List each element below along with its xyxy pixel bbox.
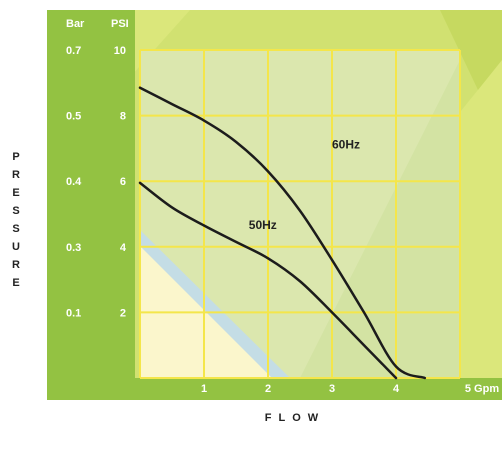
y-tick-bar: 0.3 xyxy=(66,242,81,254)
y-tick-psi: 8 xyxy=(120,111,126,123)
x-tick-lpm: 15.1 xyxy=(385,400,406,412)
left-axis-band xyxy=(47,10,135,400)
bottom-axis-band xyxy=(47,378,502,400)
x-axis-title: FLOW xyxy=(264,412,326,424)
pump-curves: 60Hz 50Hz xyxy=(138,86,427,380)
y-tick-psi: 2 xyxy=(120,307,126,319)
x-tick-lpm: 7.6 xyxy=(260,400,275,412)
curve-label-50hz: 50Hz xyxy=(249,218,277,232)
x-tick-gpm: 5 Gpm xyxy=(465,383,499,395)
y-axis-title-text: PRESSURE xyxy=(12,151,20,289)
x-tick-gpm: 2 xyxy=(265,383,271,395)
y-tick-psi: 10 xyxy=(114,45,126,57)
x-tick-lpm: 11.3 xyxy=(322,400,343,412)
curve-50hz xyxy=(138,181,398,380)
y-tick-psi: 6 xyxy=(120,176,126,188)
curve-label-60hz: 60Hz xyxy=(332,137,360,151)
x-tick-lpm: 3.8 xyxy=(196,400,211,412)
x-tick-gpm: 1 xyxy=(201,383,207,395)
curve-60hz xyxy=(138,86,427,380)
y-tick-psi: 4 xyxy=(120,242,127,254)
x-tick-lpm: 18.9Lpm xyxy=(456,400,501,412)
y-tick-bar: 0.4 xyxy=(66,176,82,188)
y-tick-bar: 0.1 xyxy=(66,307,81,319)
top-right-band xyxy=(440,10,502,90)
y-header-bar: Bar xyxy=(66,18,85,30)
grid-lines xyxy=(139,49,461,379)
x-tick-gpm: 3 xyxy=(329,383,335,395)
y-header-psi: PSI xyxy=(111,18,129,30)
y-tick-bar: 0.7 xyxy=(66,45,81,57)
tick-labels: Bar PSI 0.7 10 0.5 8 0.4 6 0.3 4 0.1 2 1 3.8 2 7.6 3 11.3… xyxy=(66,18,501,412)
y-axis-title: PRESSURE xyxy=(9,120,23,320)
y-tick-bar: 0.5 xyxy=(66,111,81,123)
plot-shade-diagonal xyxy=(140,50,460,378)
x-tick-gpm: 4 xyxy=(393,383,400,395)
